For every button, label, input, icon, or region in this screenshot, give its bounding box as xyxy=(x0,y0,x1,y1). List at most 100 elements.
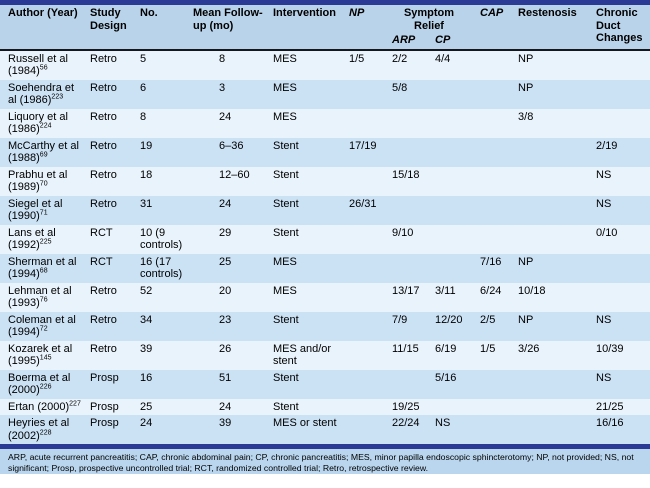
cp-cell xyxy=(427,79,473,109)
followup-cell: 12–60 xyxy=(189,166,269,196)
followup-cell: 51 xyxy=(189,369,269,399)
restenosis-cell xyxy=(510,398,589,415)
intervention-cell: Stent xyxy=(269,398,341,415)
restenosis-cell xyxy=(510,415,589,444)
cp-cell xyxy=(427,108,473,138)
cap-cell: 2/5 xyxy=(472,311,511,341)
cp-cell xyxy=(427,224,473,254)
np-cell xyxy=(341,282,384,312)
col-group-symptom-relief: Symptom Relief xyxy=(384,5,473,32)
chronic-cell: NS xyxy=(588,195,650,225)
arp-cell: 5/8 xyxy=(384,79,427,109)
intervention-cell: MES xyxy=(269,253,341,283)
author-text: Coleman et al (1994) xyxy=(8,313,76,339)
table-row: Lehman et al (1993)76 Retro 52 20 MES 13… xyxy=(0,282,650,312)
cp-cell: 3/11 xyxy=(427,282,473,312)
col-header-chronic-duct-changes: Chronic Duct Changes xyxy=(588,5,650,51)
no-cell: 16 (17 controls) xyxy=(136,253,189,283)
author-cell: Soehendra et al (1986)223 xyxy=(0,79,86,109)
col-header-np: NP xyxy=(341,5,384,51)
author-text: Sherman et al (1994) xyxy=(8,255,77,281)
citation-superscript: 70 xyxy=(39,180,48,188)
cap-cell xyxy=(472,224,511,254)
author-text: Boerma et al (2000) xyxy=(8,371,71,397)
table-row: McCarthy et al (1988)69 Retro 19 6–36 St… xyxy=(0,137,650,167)
cap-cell xyxy=(472,137,511,167)
author-text: Prabhu et al (1989) xyxy=(8,168,68,194)
arp-cell: 15/18 xyxy=(384,166,427,196)
citation-superscript: 76 xyxy=(39,296,48,304)
cp-cell xyxy=(427,137,473,167)
cp-cell xyxy=(427,166,473,196)
followup-cell: 24 xyxy=(189,108,269,138)
col-header-followup: Mean Follow-up (mo) xyxy=(189,5,269,51)
chronic-cell: NS xyxy=(588,369,650,399)
restenosis-cell xyxy=(510,166,589,196)
intervention-cell: MES xyxy=(269,49,341,80)
arp-cell: 9/10 xyxy=(384,224,427,254)
restenosis-cell: NP xyxy=(510,49,589,80)
col-header-cp: CP xyxy=(427,32,473,51)
np-cell: 26/31 xyxy=(341,195,384,225)
restenosis-cell: NP xyxy=(510,79,589,109)
author-cell: Liquory et al (1986)224 xyxy=(0,108,86,138)
no-cell: 25 xyxy=(136,398,189,415)
arp-cell xyxy=(384,253,427,283)
restenosis-cell: NP xyxy=(510,311,589,341)
author-text: Ertan (2000) xyxy=(8,400,70,413)
cp-cell: NS xyxy=(427,415,473,444)
author-text: Lehman et al (1993) xyxy=(8,284,72,310)
arp-cell xyxy=(384,369,427,399)
followup-cell: 20 xyxy=(189,282,269,312)
chronic-cell: NS xyxy=(588,166,650,196)
arp-cell: 22/24 xyxy=(384,415,427,444)
design-cell: RCT xyxy=(86,224,136,254)
chronic-cell xyxy=(588,253,650,283)
no-cell: 19 xyxy=(136,137,189,167)
table-row: Ertan (2000)227 Prosp 25 24 Stent 19/25 … xyxy=(0,398,650,415)
citation-superscript: 227 xyxy=(69,399,81,407)
col-header-study-design: Study Design xyxy=(86,5,136,51)
intervention-cell: MES xyxy=(269,79,341,109)
author-text: Lans et al (1992) xyxy=(8,226,56,252)
cap-cell xyxy=(472,369,511,399)
chronic-cell: 16/16 xyxy=(588,415,650,444)
arp-cell xyxy=(384,195,427,225)
table-row: Soehendra et al (1986)223 Retro 6 3 MES … xyxy=(0,79,650,109)
no-cell: 34 xyxy=(136,311,189,341)
arp-cell xyxy=(384,108,427,138)
citation-superscript: 225 xyxy=(39,238,52,246)
author-text: McCarthy et al (1988) xyxy=(8,139,79,165)
intervention-cell: MES xyxy=(269,108,341,138)
citation-superscript: 71 xyxy=(39,209,48,217)
bottom-rule-bar xyxy=(0,444,650,449)
cap-cell: 7/16 xyxy=(472,253,511,283)
col-header-cap: CAP xyxy=(472,5,511,51)
citation-superscript: 145 xyxy=(39,354,52,362)
no-cell: 10 (9 controls) xyxy=(136,224,189,254)
cap-cell xyxy=(472,166,511,196)
chronic-cell: NS xyxy=(588,311,650,341)
no-cell: 8 xyxy=(136,108,189,138)
cap-cell xyxy=(472,79,511,109)
author-cell: Russell et al (1984)56 xyxy=(0,49,86,80)
cap-cell: 1/5 xyxy=(472,340,511,370)
restenosis-cell xyxy=(510,195,589,225)
design-cell: Prosp xyxy=(86,398,136,415)
np-cell xyxy=(341,398,384,415)
chronic-cell: 21/25 xyxy=(588,398,650,415)
design-cell: Retro xyxy=(86,311,136,341)
no-cell: 24 xyxy=(136,415,189,444)
no-cell: 5 xyxy=(136,49,189,80)
citation-superscript: 228 xyxy=(39,428,52,436)
restenosis-cell xyxy=(510,224,589,254)
cp-cell: 12/20 xyxy=(427,311,473,341)
np-cell xyxy=(341,415,384,444)
chronic-cell: 0/10 xyxy=(588,224,650,254)
table-row: Coleman et al (1994)72 Retro 34 23 Stent… xyxy=(0,311,650,341)
arp-cell: 11/15 xyxy=(384,340,427,370)
intervention-cell: Stent xyxy=(269,224,341,254)
cp-cell: 5/16 xyxy=(427,369,473,399)
chronic-cell xyxy=(588,282,650,312)
arp-cell: 13/17 xyxy=(384,282,427,312)
